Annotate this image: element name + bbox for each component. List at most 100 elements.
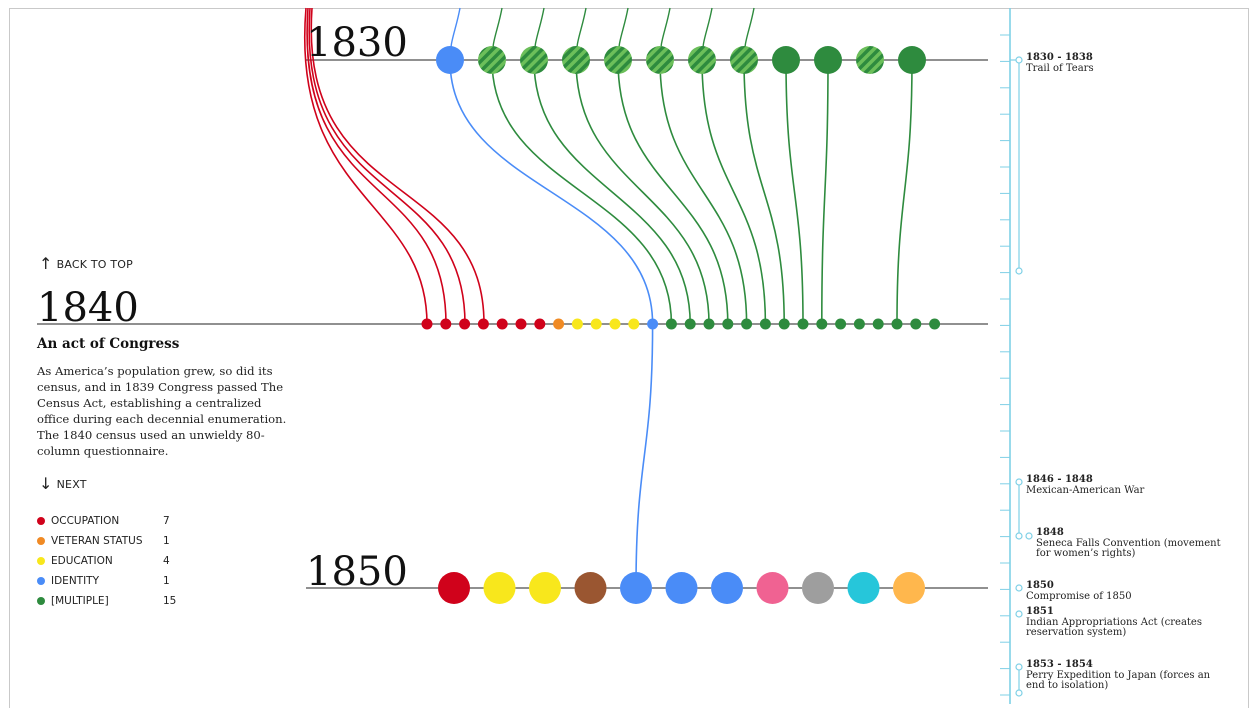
flow-line-multiple (821, 59, 829, 325)
decade-label-1840: 1840 (37, 285, 139, 331)
legend-count: 1 (163, 535, 170, 547)
event-marker (1015, 689, 1023, 697)
timeline-event[interactable]: 1846 - 1848 Mexican-American War (1026, 474, 1231, 496)
legend-name: OCCUPATION (51, 515, 120, 527)
question-dot-1850 (574, 572, 607, 604)
event-marker (1015, 532, 1023, 540)
arrow-down-icon: ↓ (39, 474, 53, 493)
question-dot-1850 (802, 572, 834, 604)
event-marker (1015, 267, 1023, 275)
timeline-event[interactable]: 1850 Compromise of 1850 (1026, 580, 1231, 602)
flow-line-multiple (743, 59, 785, 325)
event-date: 1851 (1026, 606, 1054, 617)
legend-dot-icon (37, 557, 45, 565)
timeline-event[interactable]: 1851 Indian Appropriations Act (creates … (1026, 606, 1231, 639)
question-dot-1830 (520, 46, 548, 74)
question-dot-1840 (571, 318, 583, 330)
question-dot-1840 (534, 318, 546, 330)
event-marker (1015, 663, 1023, 671)
flow-line-multiple (896, 59, 913, 325)
question-dot-1840 (459, 318, 471, 330)
timeline-event[interactable]: 1848 Seneca Falls Convention (movement f… (1036, 527, 1231, 560)
question-dot-1830 (772, 46, 800, 74)
question-dot-1850 (529, 572, 561, 604)
question-flows (303, 7, 913, 589)
question-dot-1830 (898, 46, 926, 74)
question-dot-1840 (477, 318, 489, 330)
question-dot-1850 (711, 572, 743, 604)
section-body: As America’s population grew, so did its… (37, 364, 287, 458)
page-frame (9, 8, 1249, 708)
question-dot-1840 (891, 318, 903, 330)
legend-name: VETERAN STATUS (51, 535, 143, 547)
question-dots (421, 46, 941, 604)
flow-line-occupation (306, 7, 447, 325)
question-dot-1830 (562, 46, 590, 74)
question-dot-1840 (628, 318, 640, 330)
legend-count: 7 (163, 515, 170, 527)
question-dot-1840 (722, 318, 734, 330)
question-dot-1840 (590, 318, 602, 330)
question-dot-1840 (515, 318, 527, 330)
question-dot-1830 (436, 46, 464, 74)
event-title: Indian Appropriations Act (creates reser… (1026, 616, 1202, 638)
question-dot-1840 (741, 318, 753, 330)
question-dot-1830 (814, 46, 842, 74)
question-dot-1840 (759, 318, 771, 330)
event-title: Perry Expedition to Japan (forces an end… (1026, 669, 1211, 691)
event-title: Mexican-American War (1026, 484, 1145, 496)
question-dot-1840 (647, 318, 659, 330)
question-dot-1850 (756, 572, 789, 604)
legend-item-multiple[interactable]: [MULTIPLE] 15 (37, 591, 177, 611)
back-to-top-link[interactable]: ↑ BACK TO TOP (39, 256, 133, 272)
flow-line-multiple (617, 59, 729, 325)
section-title: An act of Congress (37, 336, 180, 352)
flow-line-multiple (491, 59, 673, 325)
decade-label-1850: 1850 (306, 549, 408, 595)
question-dot-1850 (483, 572, 516, 604)
legend-count: 15 (163, 595, 177, 607)
legend-count: 4 (163, 555, 170, 567)
question-dot-1840 (421, 318, 433, 330)
question-dot-1850 (665, 572, 698, 604)
event-title: Seneca Falls Convention (movement for wo… (1036, 537, 1221, 559)
event-title: Compromise of 1850 (1026, 590, 1132, 602)
next-link[interactable]: ↓ NEXT (39, 476, 87, 492)
timeline-ruler (1000, 8, 1033, 704)
event-marker (1015, 56, 1023, 64)
legend-item-occupation[interactable]: OCCUPATION 7 (37, 511, 177, 531)
legend-item-veteran-status[interactable]: VETERAN STATUS 1 (37, 531, 177, 551)
question-dot-1830 (646, 46, 674, 74)
event-date: 1846 - 1848 (1026, 474, 1093, 485)
flow-line-occupation (303, 7, 428, 325)
question-dot-1830 (478, 46, 506, 74)
flow-line-occupation (310, 7, 485, 325)
question-dot-1840 (665, 318, 677, 330)
flow-line-multiple (575, 59, 710, 325)
flow-line-occupation (308, 7, 466, 325)
timeline-event[interactable]: 1853 - 1854 Perry Expedition to Japan (f… (1026, 659, 1231, 692)
event-marker (1015, 478, 1023, 486)
legend-name: [MULTIPLE] (51, 595, 109, 607)
question-dot-1840 (835, 318, 847, 330)
question-dot-1850 (847, 572, 880, 604)
question-dot-1840 (872, 318, 884, 330)
legend-item-education[interactable]: EDUCATION 4 (37, 551, 177, 571)
back-to-top-label: BACK TO TOP (56, 257, 133, 271)
question-dot-1830 (604, 46, 632, 74)
next-label: NEXT (56, 477, 87, 491)
flow-line-identity (635, 323, 654, 589)
flow-line-multiple (659, 59, 748, 325)
legend-item-identity[interactable]: IDENTITY 1 (37, 571, 177, 591)
flow-line-multiple (701, 59, 767, 325)
question-dot-1840 (778, 318, 790, 330)
flow-line-identity (449, 59, 654, 325)
question-dot-1840 (553, 318, 565, 330)
event-marker (1015, 584, 1023, 592)
question-dot-1850 (438, 572, 470, 604)
legend-dot-icon (37, 537, 45, 545)
question-dot-1840 (797, 318, 809, 330)
event-date: 1848 (1036, 527, 1064, 538)
timeline-event[interactable]: 1830 - 1838 Trail of Tears (1026, 52, 1231, 74)
question-dot-1840 (929, 318, 941, 330)
